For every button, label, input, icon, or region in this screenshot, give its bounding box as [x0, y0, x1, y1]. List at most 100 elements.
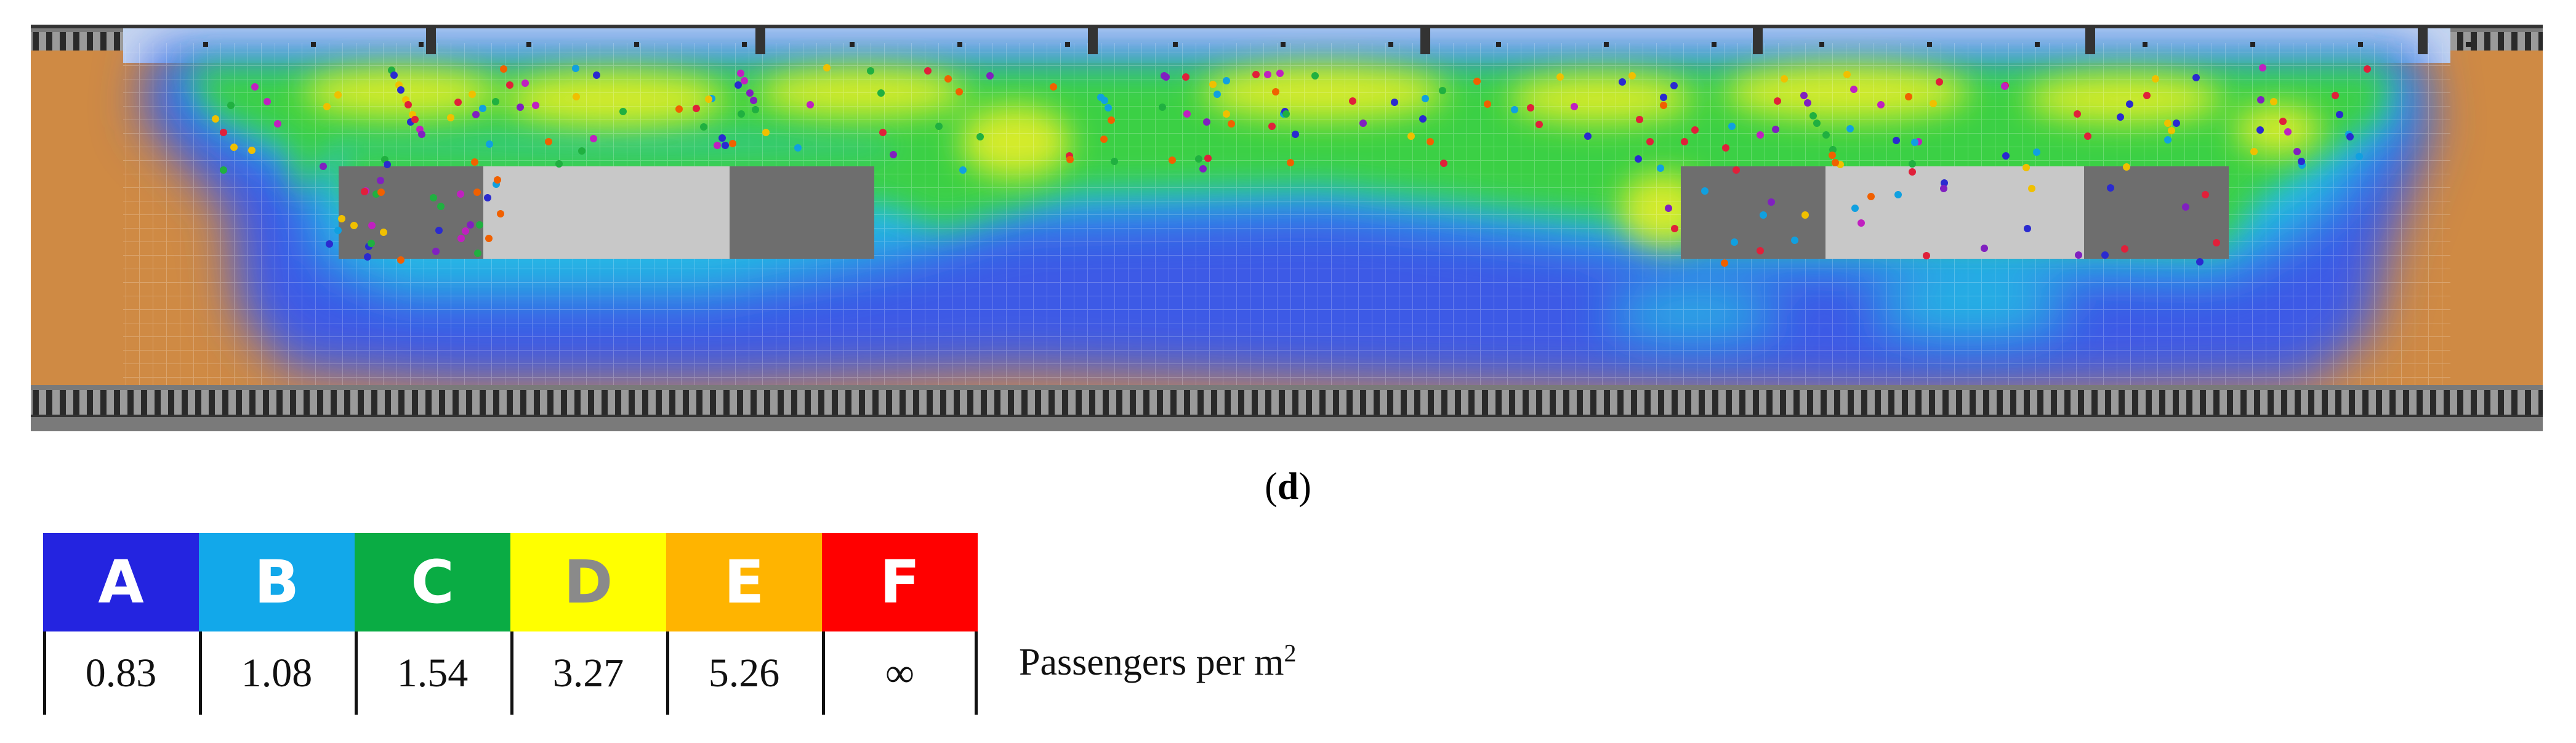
edge-marker: [634, 42, 639, 47]
passenger-dot: [1923, 252, 1930, 259]
edge-marker: [1173, 42, 1178, 47]
passenger-dot: [1660, 102, 1667, 109]
passenger-dot: [2257, 96, 2264, 104]
passenger-dot: [479, 105, 486, 112]
passenger-dot: [1721, 259, 1728, 267]
column-post: [2085, 25, 2095, 54]
passenger-dot: [1867, 193, 1875, 200]
passenger-dot: [545, 138, 552, 145]
passenger-dot: [220, 129, 227, 136]
passenger-dot: [1671, 225, 1678, 232]
passenger-dot: [1858, 219, 1865, 227]
passenger-dot: [1813, 120, 1821, 127]
edge-marker: [1819, 42, 1824, 47]
passenger-dot: [1791, 237, 1798, 244]
passenger-dot: [1349, 97, 1356, 105]
passenger-dot: [472, 111, 480, 118]
passenger-dot: [1772, 126, 1779, 133]
passenger-dot: [1536, 121, 1543, 128]
passenger-dot: [1850, 86, 1858, 93]
passenger-dot: [1731, 238, 1738, 246]
passenger-dot: [1822, 131, 1830, 139]
passenger-dot: [1419, 115, 1427, 123]
passenger-dot: [1556, 73, 1564, 81]
passenger-dot: [251, 83, 259, 91]
passenger-dot: [2298, 158, 2305, 165]
passenger-dot: [2126, 100, 2133, 108]
passenger-dot: [384, 161, 391, 168]
passenger-dot: [2033, 148, 2040, 156]
passenger-dot: [1422, 95, 1429, 102]
passenger-dot: [2024, 225, 2031, 232]
passenger-dot: [1276, 70, 1284, 77]
legend-divider: [510, 631, 513, 715]
passenger-dot: [741, 77, 748, 84]
passenger-dot: [722, 142, 729, 149]
passenger-dot: [230, 144, 238, 151]
passenger-dot: [1100, 136, 1108, 143]
passenger-dot: [1829, 152, 1836, 159]
passenger-dot: [2256, 126, 2264, 134]
passenger-dot: [2259, 64, 2266, 71]
passenger-dot: [532, 102, 539, 109]
passenger-dot: [2121, 245, 2128, 253]
passenger-dot: [1228, 120, 1235, 128]
passenger-dot: [1108, 116, 1115, 124]
passenger-dot: [718, 134, 726, 142]
passenger-dot: [457, 235, 465, 242]
passenger-dot: [1636, 116, 1643, 123]
passenger-dot: [1214, 91, 1221, 98]
passenger-dot: [435, 227, 443, 234]
passenger-dot: [430, 194, 437, 201]
edge-marker: [2358, 42, 2363, 47]
passenger-dot: [1801, 211, 1809, 219]
passenger-dot: [1268, 123, 1276, 130]
passenger-dot: [1665, 205, 1672, 212]
legend-grade-c: C: [355, 533, 510, 631]
passenger-dot: [1804, 99, 1811, 107]
passenger-dot: [675, 105, 683, 113]
passenger-dot: [1182, 73, 1189, 81]
passenger-dot: [1105, 104, 1112, 112]
passenger-dot: [405, 101, 412, 108]
passenger-dot: [1843, 71, 1851, 78]
passenger-dot: [377, 189, 385, 196]
passenger-dot: [2293, 148, 2301, 155]
passenger-dot: [473, 189, 481, 196]
passenger-dot: [1894, 191, 1902, 198]
passenger-dot: [2123, 163, 2130, 171]
edge-marker: [1712, 42, 1717, 47]
passenger-dot: [750, 97, 757, 104]
passenger-dot: [521, 79, 529, 87]
passenger-dot: [437, 203, 445, 210]
legend-grade-d: D: [510, 533, 666, 631]
passenger-dot: [1809, 112, 1817, 120]
passenger-dot: [1101, 97, 1108, 104]
column-post: [426, 25, 436, 54]
passenger-dot: [1359, 120, 1367, 127]
passenger-dot: [1282, 110, 1290, 118]
column-post: [2418, 25, 2428, 54]
passenger-dot: [1628, 72, 1636, 79]
passenger-dot: [2001, 83, 2008, 90]
passenger-dots: [212, 64, 2371, 267]
edge-marker: [1927, 42, 1932, 47]
passenger-dot: [1774, 97, 1781, 105]
passenger-dot: [361, 188, 368, 195]
passenger-dot: [2164, 120, 2171, 127]
legend-divider: [355, 631, 358, 715]
passenger-dot: [2202, 191, 2209, 198]
legend-value-c: 1.54: [396, 650, 469, 696]
passenger-dot: [1199, 165, 1207, 173]
passenger-dot: [1760, 211, 1767, 219]
passenger-dot: [1527, 104, 1534, 112]
legend-grade-b: B: [199, 533, 355, 631]
passenger-dot: [762, 129, 770, 136]
passenger-dot: [1681, 138, 1688, 145]
edge-marker: [526, 42, 531, 47]
obstacle-right: [1681, 166, 2229, 259]
passenger-dot: [248, 147, 256, 154]
passenger-dot: [497, 210, 504, 217]
passenger-dot: [1691, 126, 1699, 134]
passenger-dot: [1264, 71, 1271, 78]
